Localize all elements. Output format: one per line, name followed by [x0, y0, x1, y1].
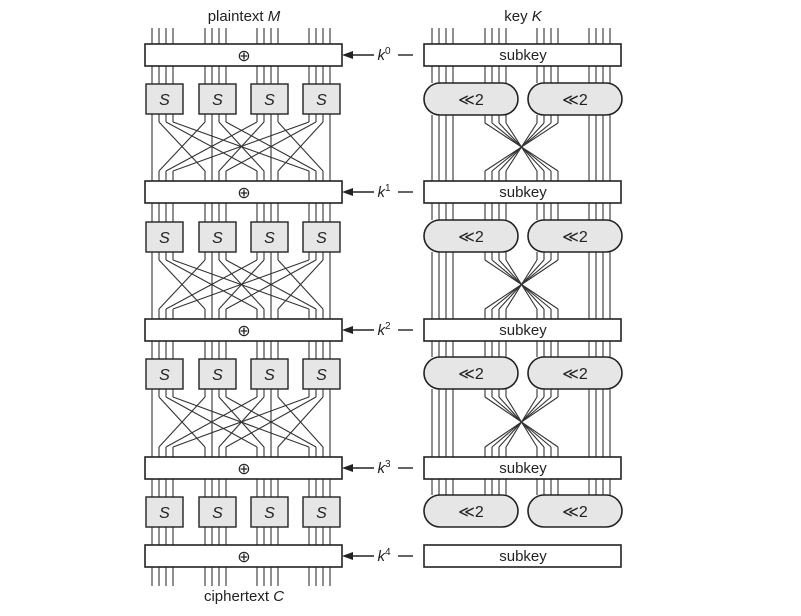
sbox-label: S	[264, 367, 275, 384]
permutation-wire	[165, 396, 258, 448]
rotate-block	[527, 356, 623, 390]
permutation-wire	[172, 259, 310, 310]
subkey-bar	[423, 544, 622, 568]
sbox	[198, 221, 237, 253]
xor-symbol: ⊕	[237, 323, 250, 340]
round-key-arrowhead	[342, 552, 353, 560]
permutation-wire	[172, 396, 310, 448]
plaintext-label: plaintext M	[208, 8, 281, 25]
subkey-label: subkey	[499, 322, 547, 339]
rotate-block	[423, 494, 519, 528]
round-key-arrowhead	[342, 326, 353, 334]
sbox	[198, 358, 237, 390]
round-key-label: k3	[377, 459, 391, 477]
rotate-label: ≪2	[562, 229, 588, 246]
sbox-label: S	[212, 230, 223, 247]
sbox	[302, 221, 341, 253]
rotate-label: ≪2	[562, 504, 588, 521]
permutation-wire	[165, 121, 258, 172]
permutation-wire	[225, 121, 317, 172]
rotate-label: ≪2	[458, 504, 484, 521]
permutation-wire	[277, 396, 324, 448]
subkey-label: subkey	[499, 184, 547, 201]
subkey-bar	[423, 318, 622, 342]
rotate-label: ≪2	[458, 229, 484, 246]
sbox-label: S	[264, 92, 275, 109]
sbox-label: S	[159, 92, 170, 109]
key-schedule-wire	[484, 259, 559, 310]
subkey-label: subkey	[499, 460, 547, 477]
sbox-label: S	[159, 230, 170, 247]
round-key-label: k4	[377, 547, 391, 565]
permutation-wire	[277, 121, 324, 172]
sbox-label: S	[212, 92, 223, 109]
sbox	[250, 358, 289, 390]
subkey-label: subkey	[499, 47, 547, 64]
round-key-label: k2	[377, 321, 391, 339]
permutation-wire	[225, 396, 317, 448]
sbox-label: S	[159, 367, 170, 384]
xor-symbol: ⊕	[237, 185, 250, 202]
round-key-arrowhead	[342, 188, 353, 196]
permutation-wire	[225, 259, 317, 310]
rotate-block	[423, 219, 519, 253]
sbox	[198, 83, 237, 115]
rotate-label: ≪2	[458, 92, 484, 109]
block-layer: ⊕ subkey k0 ⊕ subkey k1 ⊕ subkey k2 ⊕ subkey k3 ⊕ sub…	[144, 43, 623, 568]
subkey-label: subkey	[499, 548, 547, 565]
sbox-label: S	[316, 367, 327, 384]
sbox	[145, 221, 184, 253]
round-key-arrowhead	[342, 51, 353, 59]
xor-symbol: ⊕	[237, 461, 250, 478]
sbox-label: S	[316, 92, 327, 109]
permutation-wire	[165, 259, 258, 310]
key-label: key K	[504, 8, 543, 25]
sbox-label: S	[264, 230, 275, 247]
sbox	[198, 496, 237, 528]
sbox	[302, 83, 341, 115]
sbox-label: S	[212, 367, 223, 384]
sbox-label: S	[264, 505, 275, 522]
xor-symbol: ⊕	[237, 48, 250, 65]
sbox-label: S	[316, 230, 327, 247]
rotate-block	[527, 219, 623, 253]
sbox	[145, 83, 184, 115]
sbox	[302, 496, 341, 528]
rotate-label: ≪2	[562, 92, 588, 109]
sbox	[145, 358, 184, 390]
sbox-label: S	[212, 505, 223, 522]
rotate-block	[423, 356, 519, 390]
subkey-bar	[423, 456, 622, 480]
subkey-bar	[423, 180, 622, 204]
rotate-label: ≪2	[562, 366, 588, 383]
sbox	[250, 496, 289, 528]
sbox	[250, 221, 289, 253]
rotate-block	[527, 494, 623, 528]
round-key-label: k1	[377, 183, 391, 201]
sbox-label: S	[159, 505, 170, 522]
xor-symbol: ⊕	[237, 549, 250, 566]
subkey-bar	[423, 43, 622, 67]
permutation-wire	[158, 259, 206, 310]
ciphertext-label: ciphertext C	[204, 588, 284, 605]
round-key-arrowhead	[342, 464, 353, 472]
rotate-block	[423, 82, 519, 116]
key-schedule-wire	[484, 122, 559, 172]
rotate-block	[527, 82, 623, 116]
permutation-wire	[172, 121, 310, 172]
permutation-wire	[277, 259, 324, 310]
sbox-label: S	[316, 505, 327, 522]
round-key-label: k0	[377, 46, 391, 64]
wire-layer	[151, 28, 611, 586]
key-schedule-wire	[484, 396, 559, 448]
rotate-label: ≪2	[458, 366, 484, 383]
sbox	[302, 358, 341, 390]
permutation-wire	[158, 121, 206, 172]
sbox	[250, 83, 289, 115]
permutation-wire	[158, 396, 206, 448]
sbox	[145, 496, 184, 528]
